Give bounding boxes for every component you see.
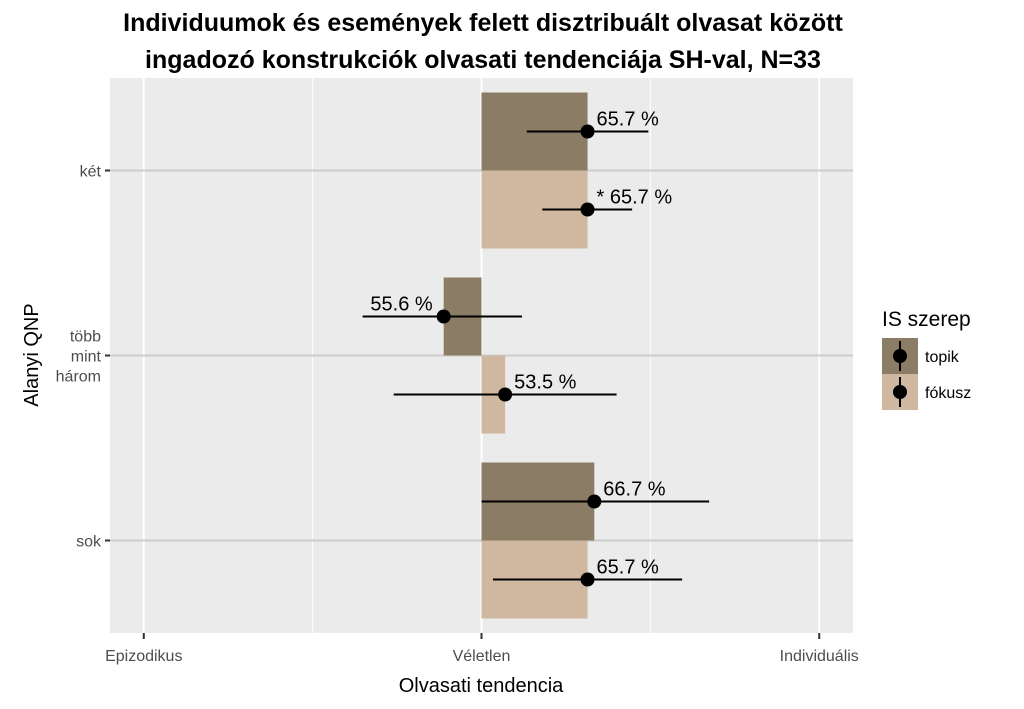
y-tick-label: több bbox=[70, 329, 101, 346]
point-fókusz bbox=[498, 387, 513, 402]
x-tick-label: Véletlen bbox=[453, 648, 511, 665]
y-axis: két több mint három sok bbox=[56, 164, 110, 551]
y-tick-label: két bbox=[80, 164, 102, 181]
x-axis: Epizodikus Véletlen Individuális bbox=[105, 633, 859, 665]
legend-label-topik: topik bbox=[925, 349, 960, 366]
data-labels: 65.7 % * 65.7 % 55.6 % 53.5 % 66.7 % 65.7 % bbox=[370, 109, 672, 579]
point-topik bbox=[436, 309, 451, 324]
legend-key-point bbox=[893, 385, 907, 399]
point-topik bbox=[580, 124, 595, 139]
legend-key-point bbox=[893, 349, 907, 363]
chart-title-line-1: Individuumok és események felett disztri… bbox=[123, 9, 843, 37]
legend-label-fókusz: fókusz bbox=[925, 385, 971, 402]
point-topik bbox=[587, 494, 602, 509]
data-label-topik: 66.7 % bbox=[603, 479, 665, 501]
y-axis-title: Alanyi QNP bbox=[21, 303, 43, 406]
points bbox=[436, 124, 602, 587]
y-tick-label: mint bbox=[71, 349, 102, 366]
y-tick-label: három bbox=[56, 369, 101, 386]
point-fókusz bbox=[580, 572, 595, 587]
data-label-fókusz: * 65.7 % bbox=[597, 187, 673, 209]
data-label-fókusz: 65.7 % bbox=[597, 557, 659, 579]
x-tick-label: Epizodikus bbox=[105, 648, 182, 665]
data-label-fókusz: 53.5 % bbox=[514, 372, 576, 394]
data-label-topik: 55.6 % bbox=[370, 294, 432, 316]
point-fókusz bbox=[580, 202, 595, 217]
x-axis-title: Olvasati tendencia bbox=[399, 675, 564, 697]
chart-title-line-2: ingadozó konstrukciók olvasati tendenciá… bbox=[145, 46, 821, 74]
data-label-topik: 65.7 % bbox=[597, 109, 659, 131]
y-tick-label: sok bbox=[76, 534, 102, 551]
x-tick-label: Individuális bbox=[780, 648, 859, 665]
legend-title: IS szerep bbox=[882, 308, 971, 331]
legend: IS szerep topik fókusz bbox=[882, 308, 971, 410]
